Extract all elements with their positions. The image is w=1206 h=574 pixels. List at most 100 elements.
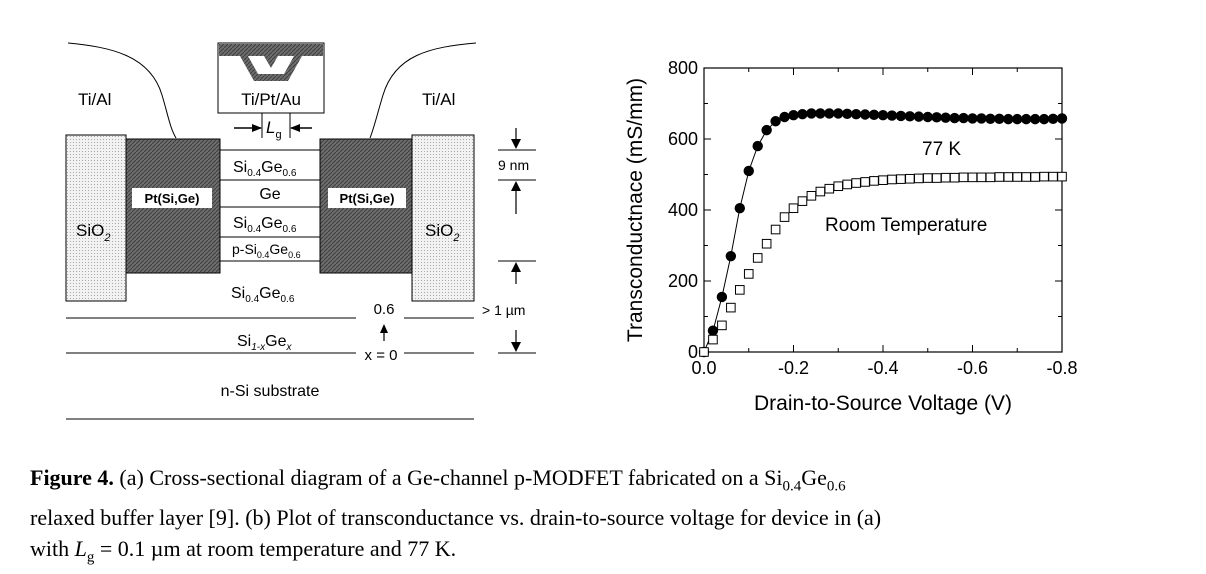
point-77k [877,110,889,121]
point-77k [931,112,942,123]
point-room-temperature [1048,171,1058,182]
point-room-temperature [949,172,960,183]
point-77k [824,108,835,119]
point-room-temperature [761,238,772,249]
point-room-temperature [994,172,1005,182]
annotation-77k: 77 K [922,139,961,160]
point-77k [752,140,763,152]
point-room-temperature [860,177,870,187]
point-77k [761,124,772,136]
point-77k [797,108,808,120]
point-77k [815,108,826,119]
point-room-temperature [869,176,879,186]
point-room-temperature [770,224,781,235]
pt-sige-right-label: Pt(Si,Ge) [340,191,395,206]
point-room-temperature [726,302,736,313]
gate-length-label: Lg [266,118,282,141]
x-axis-label: Drain-to-Source Voltage (V) [754,392,1012,415]
point-77k [1056,113,1068,124]
x-tick-label: -0.2 [778,358,809,378]
point-room-temperature [905,173,915,184]
point-77k [833,108,844,119]
point-room-temperature [922,173,933,183]
point-room-temperature [1057,171,1067,182]
point-77k [949,112,960,124]
caption-text-2: Ge [801,465,827,490]
point-77k [842,108,853,119]
point-room-temperature [1021,172,1031,182]
point-room-temperature [788,203,799,214]
x-tick-label: 0.0 [691,358,716,378]
sio2-left-block [65,134,127,302]
point-77k [734,203,745,214]
point-77k [1038,113,1050,125]
cross-section-diagram: Ti/Pt/Au Lg Ti/Al Ti/Al SiO2 SiO2 Pt(Si,… [65,42,536,420]
point-room-temperature [940,172,951,183]
point-77k [806,108,817,119]
caption-line-2: relaxed buffer layer [9]. (b) Plot of tr… [30,502,1180,533]
y-tick-label: 600 [668,129,698,149]
point-room-temperature [708,334,718,345]
point-77k [1012,113,1023,125]
layer-sige-spacer: Si0.4Ge0.6 [233,215,297,235]
ti-al-left-label: Ti/Al [78,90,111,109]
point-room-temperature [851,178,861,188]
point-77k [895,110,907,122]
point-77k [850,108,862,120]
point-77k [788,110,799,121]
point-room-temperature [743,269,754,279]
point-77k [1021,113,1032,125]
point-room-temperature [779,212,790,222]
y-axis-label: Transconductnace (mS/mm) [624,78,647,342]
y-tick-label: 0 [688,342,698,362]
sio2-right-label: SiO2 [425,221,459,244]
point-77k [940,112,951,123]
sio2-right-block [411,134,475,302]
layer-p-sige-doped: p-Si0.4Ge0.6 [232,241,301,260]
point-room-temperature [976,172,987,183]
point-room-temperature [842,179,852,190]
point-room-temperature [896,174,906,184]
point-77k [886,110,898,121]
substrate-label: n-Si substrate [221,383,320,400]
caption-line-1: Figure 4. (a) Cross-sectional diagram of… [30,462,1180,502]
point-room-temperature [914,173,924,184]
point-77k [770,116,781,127]
gate-metal-hatch [219,44,323,81]
point-77k [1003,113,1014,125]
point-room-temperature [806,191,817,201]
point-room-temperature [985,172,996,183]
point-room-temperature [752,253,763,263]
point-77k [725,250,737,262]
point-77k [958,112,969,124]
point-77k [743,165,754,177]
x-tick-label: -0.4 [867,358,898,378]
point-room-temperature [1039,171,1049,182]
point-77k [967,113,978,124]
caption-lg-sub: g [86,549,95,566]
point-77k [859,109,871,120]
point-room-temperature [735,285,745,295]
point-77k [994,113,1005,124]
point-room-temperature [717,320,727,331]
x-tick-label: -0.8 [1046,358,1077,378]
point-room-temperature [931,173,942,183]
point-room-temperature [1030,172,1040,182]
point-77k [976,113,987,124]
point-77k [716,291,728,303]
caption-text-4: with [30,536,75,562]
gate-metal-label: Ti/Pt/Au [241,90,301,109]
caption-lg: L [74,536,87,562]
x-bottom-label: x = 0 [365,347,398,364]
pt-sige-left-label: Pt(Si,Ge) [145,191,200,206]
dimension-1um-label: > 1 µm [482,302,525,318]
point-77k [913,111,924,122]
sio2-left-label: SiO2 [76,221,110,244]
figure-label: Figure 4. [30,465,114,490]
y-tick-label: 200 [668,271,698,291]
point-room-temperature [1012,172,1023,182]
point-room-temperature [958,172,969,183]
point-room-temperature [815,186,826,197]
caption-sub-1: 0.4 [782,478,802,495]
dimension-9nm-label: 9 nm [498,157,529,173]
